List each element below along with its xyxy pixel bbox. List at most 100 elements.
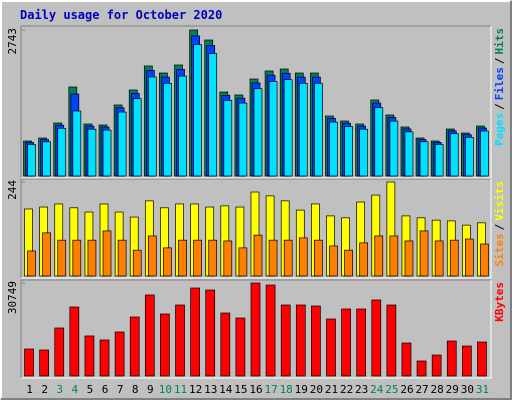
bar (190, 287, 200, 377)
x-tick-label: 8 (132, 383, 139, 396)
bar (419, 141, 429, 177)
x-tick-label: 9 (147, 383, 154, 396)
x-tick-label: 28 (431, 383, 444, 396)
bar (329, 245, 338, 277)
bar (404, 240, 414, 277)
bar (27, 250, 36, 277)
bar (314, 239, 323, 277)
x-tick-label: 26 (400, 383, 413, 396)
bar (193, 239, 202, 277)
x-tick-label: 1 (26, 383, 33, 396)
x-tick-label: 27 (415, 383, 428, 396)
chart-title: Daily usage for October 2020 (20, 8, 222, 22)
bar (449, 133, 459, 177)
bar (389, 120, 399, 177)
x-tick-label: 25 (385, 383, 398, 396)
legend-entry: Visits (493, 181, 506, 221)
bar (132, 249, 142, 277)
bar (144, 294, 155, 377)
bar (359, 242, 369, 277)
legend-separator: / (493, 103, 506, 110)
legend-separator: / (493, 57, 506, 64)
bar (295, 304, 306, 377)
bar (42, 232, 51, 277)
x-tick-label: 17 (264, 383, 277, 396)
bar (57, 127, 67, 177)
x-tick-label: 31 (476, 383, 489, 396)
x-tick-label: 4 (72, 383, 79, 396)
bar (87, 128, 97, 177)
legend-entry: Pages (493, 113, 506, 146)
bar (54, 327, 65, 377)
bar (431, 354, 442, 377)
bar (344, 126, 353, 177)
legend-entry: KBytes (493, 282, 506, 322)
bar (24, 348, 34, 377)
bar (235, 317, 246, 377)
bar (268, 239, 278, 277)
bar (132, 98, 142, 177)
bar (205, 289, 216, 377)
bar (220, 312, 231, 377)
bar (69, 306, 80, 377)
bar (27, 144, 36, 177)
bar (371, 299, 382, 377)
bar (298, 237, 308, 277)
bar (42, 141, 51, 177)
x-tick-label: 19 (295, 383, 308, 396)
x-tick-label: 12 (189, 383, 202, 396)
x-tick-label: 14 (219, 383, 233, 396)
bar (480, 243, 489, 277)
legend: KBytes (493, 282, 506, 322)
bar (401, 342, 412, 377)
bar (416, 360, 427, 377)
bar (311, 305, 321, 377)
bar (462, 345, 472, 377)
panel-edge-dark (20, 279, 491, 378)
bar (434, 240, 444, 277)
bar (39, 349, 49, 377)
legend-entry: Sites (493, 233, 506, 266)
bar (480, 130, 489, 177)
x-tick-label: 15 (234, 383, 247, 396)
x-tick-label: 7 (117, 383, 124, 396)
x-tick-label: 6 (102, 383, 109, 396)
bar (129, 316, 140, 377)
y-tick-label: 30749 (6, 281, 19, 314)
bar (356, 308, 367, 377)
y-tick-label: 244 (6, 180, 19, 200)
bar (265, 284, 276, 377)
bar (175, 304, 185, 377)
bar (283, 79, 293, 177)
x-tick-label: 16 (249, 383, 262, 396)
panel-edge-dark (20, 25, 491, 178)
bar (326, 318, 336, 377)
bar (253, 234, 263, 277)
bar (117, 111, 127, 177)
bar (298, 82, 308, 177)
x-tick-label: 18 (280, 383, 293, 396)
bar (465, 136, 474, 177)
bar (477, 341, 487, 377)
x-tick-label: 30 (461, 383, 474, 396)
bar (102, 230, 112, 277)
bar (193, 44, 202, 177)
bar (163, 82, 172, 177)
bar (446, 340, 457, 377)
x-tick-label: 22 (340, 383, 353, 396)
bar (84, 335, 95, 377)
bar (250, 282, 261, 377)
bar (280, 304, 291, 377)
x-tick-label: 20 (310, 383, 323, 396)
x-tick-label: 3 (56, 383, 63, 396)
x-tick-label: 29 (446, 383, 459, 396)
x-tick-label: 11 (174, 383, 187, 396)
legend-separator: / (493, 223, 506, 230)
bar (389, 235, 399, 277)
panel-edge-light (21, 179, 492, 279)
bar (72, 110, 82, 177)
bar (178, 239, 187, 277)
